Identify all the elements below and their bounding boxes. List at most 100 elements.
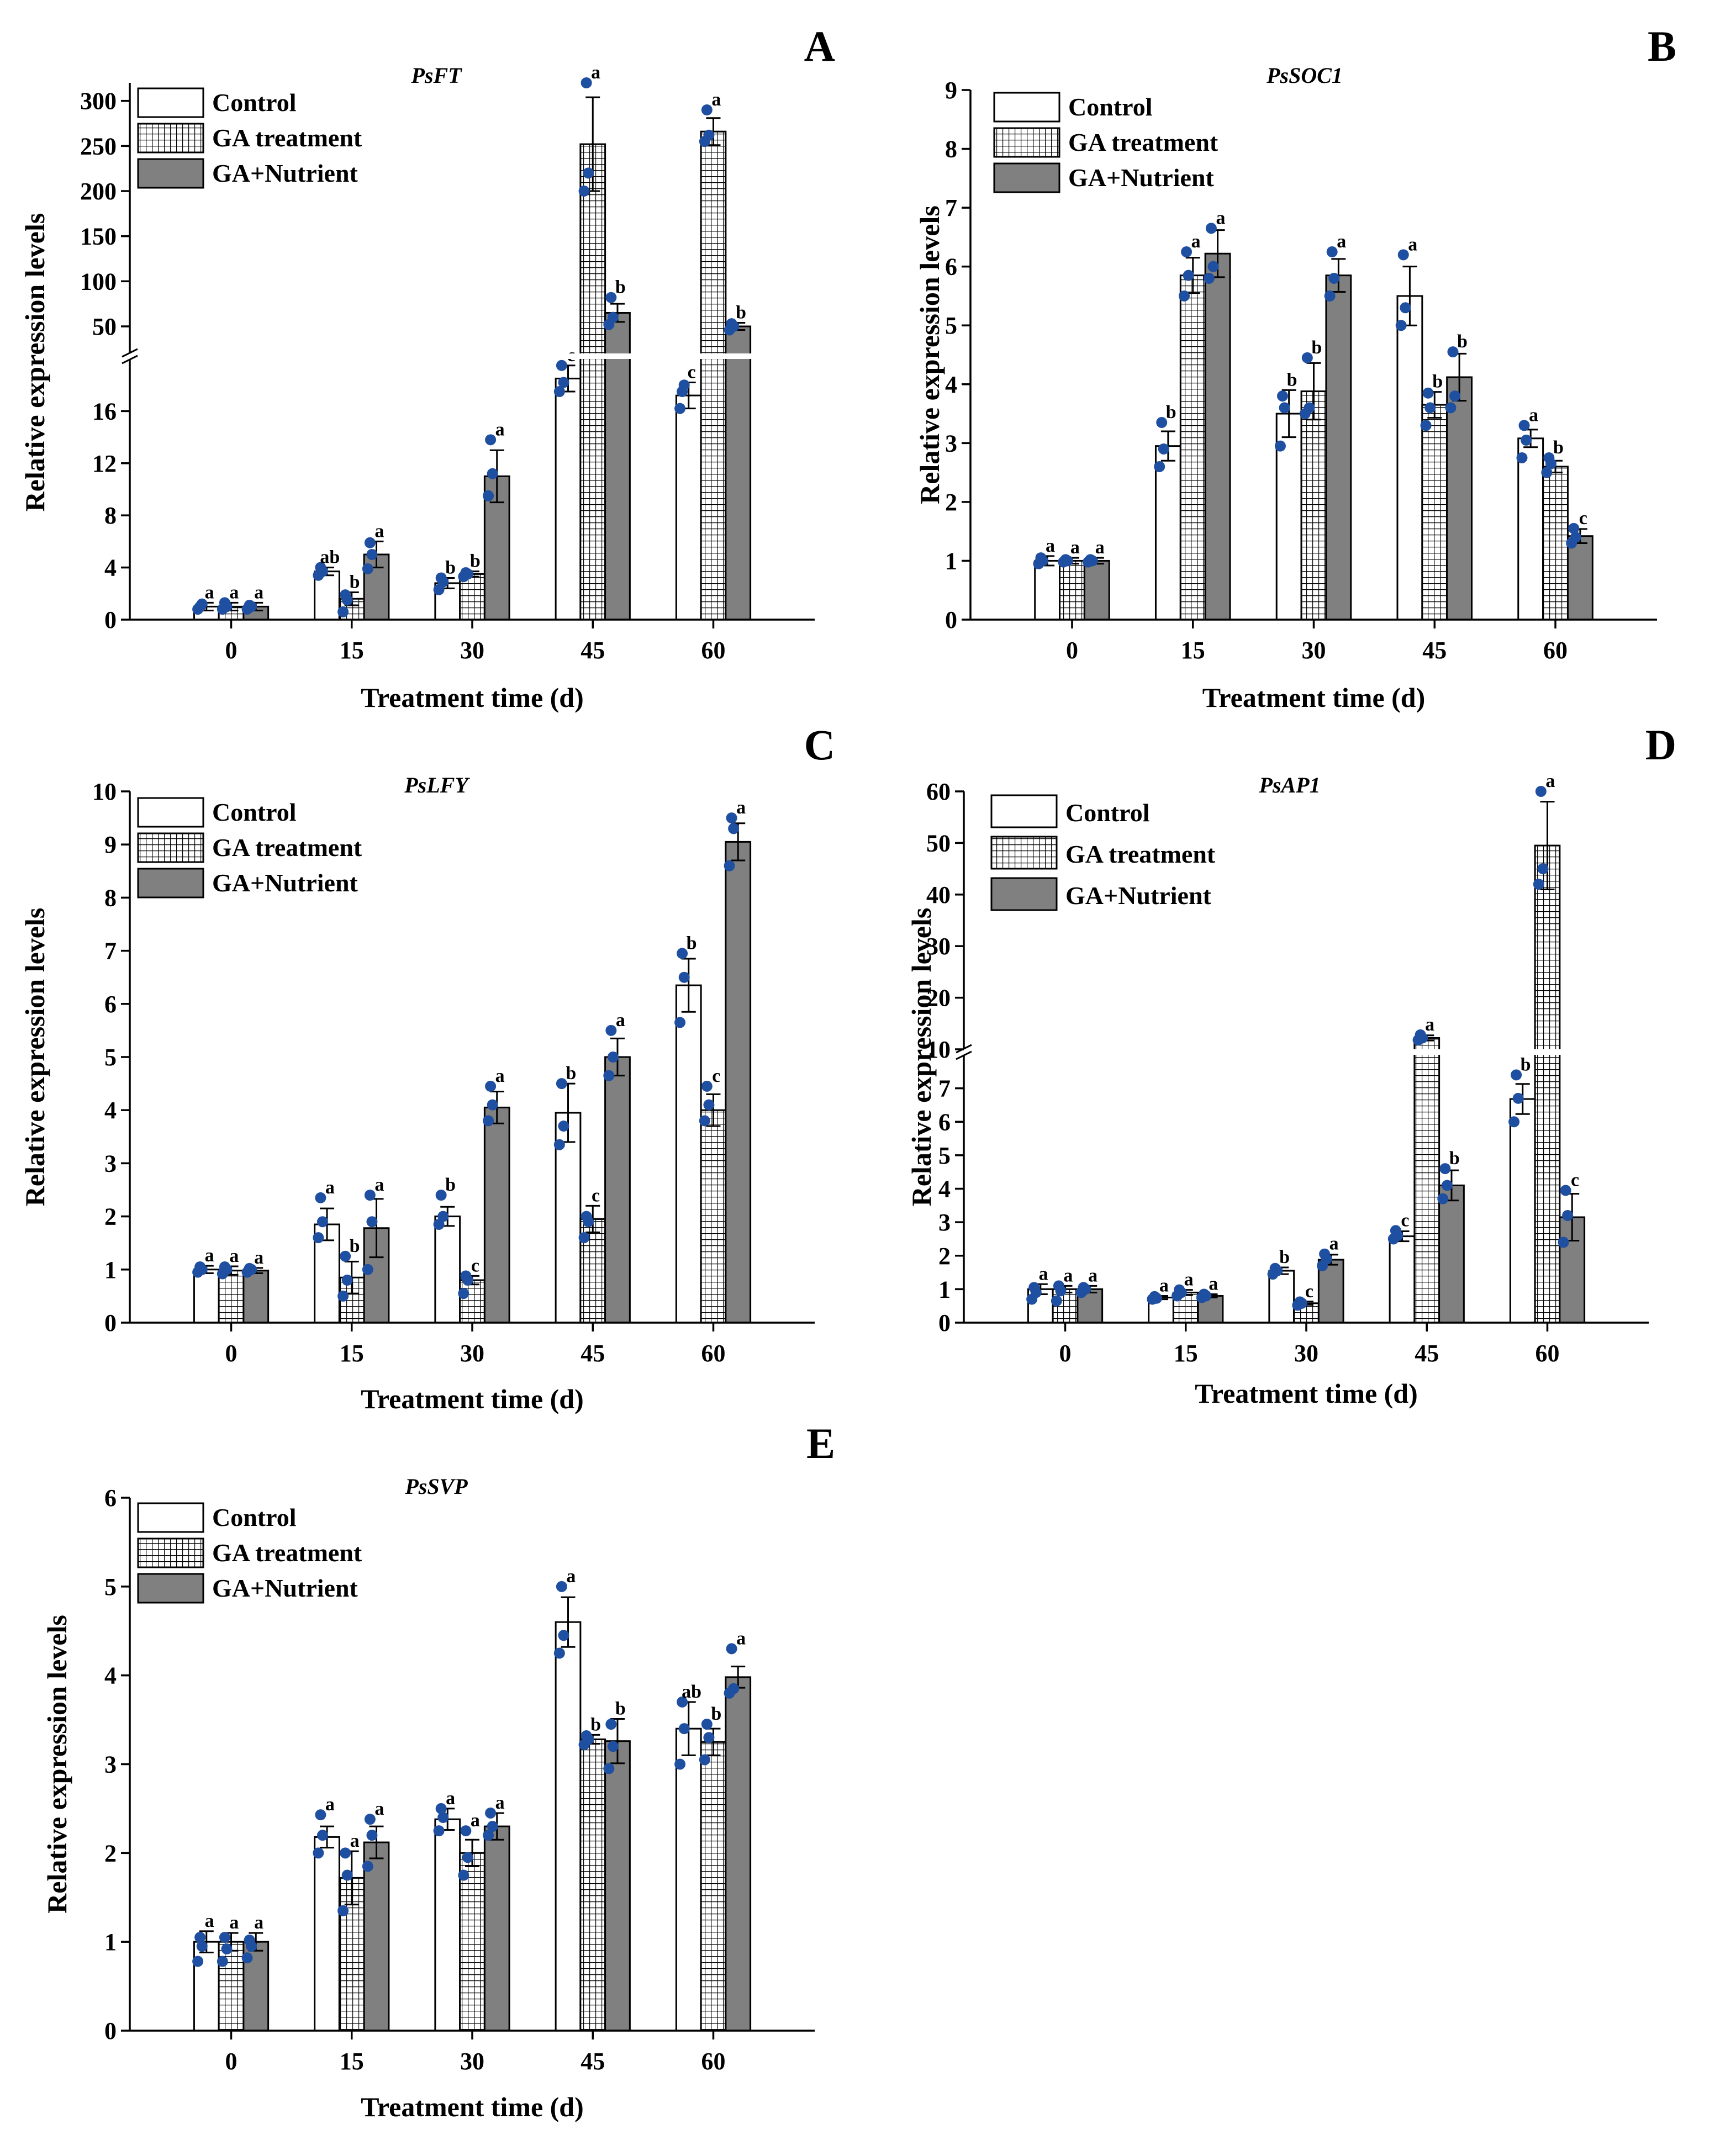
panel-c-legend-label: GA+Nutrient: [212, 869, 358, 897]
panel-a-x-tick-label: 45: [581, 637, 605, 664]
panel-e-significance-letter: a: [325, 1794, 335, 1815]
panel-c-x-tick-label: 60: [701, 1340, 725, 1367]
panel-e-bar-ga-nutrient-30: [483, 1825, 510, 2032]
panel-b-data-point: [1179, 290, 1190, 302]
panel-e-x-axis-title: Treatment time (d): [361, 2091, 584, 2122]
panel-e-data-point: [678, 1723, 690, 1735]
panel-d-x-tick-label: 15: [1174, 1340, 1198, 1367]
panel-a-letter: A: [804, 22, 835, 70]
panel-c-bar-ga-nutrient-60: [725, 841, 752, 1324]
panel-d-significance-letter: c: [1305, 1281, 1313, 1302]
panel-d-significance-letter: a: [1088, 1265, 1097, 1286]
panel-a-data-point: [194, 601, 206, 612]
panel-a-significance-letter: a: [495, 419, 505, 440]
panel-b-data-point: [1328, 272, 1340, 284]
panel-c-significance-letter: a: [495, 1066, 505, 1086]
panel-d-y-tick-label: 50: [926, 829, 951, 857]
panel-c-y-tick-label: 3: [104, 1150, 117, 1177]
panel-c-x-tick-label: 30: [460, 1340, 484, 1367]
panel-c-bar-ga-treatment-30: [459, 1279, 486, 1324]
panel-b-data-point: [1207, 261, 1219, 272]
panel-d-data-point: [1174, 1284, 1185, 1296]
panel-b-bar-control-60: [1517, 437, 1544, 621]
panel-d-legend-swatch: [990, 877, 1058, 911]
panel-b-data-point: [1541, 467, 1553, 478]
panel-a-data-point: [362, 563, 373, 574]
panel-c-data-point: [460, 1270, 472, 1282]
panel-b-significance-letter: a: [1191, 231, 1201, 252]
panel-c-data-point: [194, 1261, 206, 1272]
panel-b-data-point: [1445, 402, 1457, 414]
panel-a-data-point: [366, 549, 378, 560]
panel-b-legend-swatch: [993, 162, 1060, 193]
panel-e-gene-title: PsSVP: [404, 1474, 468, 1499]
panel-e-x-tick-label: 45: [581, 2048, 605, 2075]
panel-e-data-point: [219, 1932, 230, 1943]
panel-c-y-tick-label: 9: [104, 831, 117, 858]
panel-b-data-point: [1570, 531, 1581, 543]
panel-a-bar-ga-treatment-45: [579, 143, 606, 621]
panel-e-y-tick-label: 0: [104, 2017, 117, 2044]
panel-d-data-point: [1051, 1295, 1062, 1307]
panel-e-data-point: [483, 1830, 494, 1841]
panel-c-data-point: [458, 1288, 469, 1299]
panel-c-data-point: [728, 823, 740, 834]
panel-d-data-point: [1562, 1210, 1574, 1221]
panel-c-y-tick-label: 0: [104, 1309, 117, 1336]
panel-d-bar-ga-treatment-60: [1534, 844, 1561, 1324]
panel-a-data-point: [558, 377, 569, 388]
panel-d-significance-letter: c: [1571, 1170, 1579, 1191]
panel-e-data-point: [316, 1830, 328, 1841]
panel-b-significance-letter: a: [1070, 537, 1080, 558]
panel-a-legend-swatch: [137, 123, 204, 154]
panel-b-y-tick-label: 2: [945, 489, 957, 516]
panel-e-legend-label: GA treatment: [212, 1539, 362, 1567]
panel-d-significance-letter: b: [1521, 1054, 1531, 1075]
panel-e-data-point: [437, 1812, 449, 1823]
panel-a-y-tick-label: 0: [104, 606, 117, 633]
panel-a-y-tick-label: 250: [80, 133, 117, 160]
panel-e-data-point: [194, 1932, 206, 1943]
panel-b-error-bar: [1281, 389, 1296, 438]
panel-b-x-tick-label: 60: [1543, 637, 1568, 664]
panel-c-legend-swatch: [137, 797, 204, 828]
panel-d-y-tick-label: 0: [938, 1309, 951, 1336]
panel-d-y-tick-label: 5: [938, 1142, 951, 1169]
panel-b-data-point: [1324, 290, 1336, 302]
panel-d-data-point: [1028, 1282, 1040, 1293]
panel-b-data-point: [1424, 402, 1436, 414]
panel-e-x-tick-label: 15: [340, 2048, 364, 2075]
panel-a-significance-letter: b: [470, 551, 481, 572]
panel-c-data-point: [701, 1080, 713, 1092]
panel-b-significance-letter: b: [1287, 369, 1297, 390]
panel-a-y-tick-label: 8: [104, 502, 117, 529]
panel-a-bar-control-45: [555, 377, 582, 621]
panel-e-data-point: [703, 1732, 715, 1743]
panel-b-bar-ga-nutrient-45: [1446, 376, 1473, 621]
panel-c-data-point: [678, 971, 690, 983]
panel-c-data-point: [366, 1216, 378, 1228]
panel-b-data-point: [1521, 435, 1532, 446]
panel-b-data-point: [1400, 302, 1411, 314]
panel-e-data-point: [341, 1869, 353, 1881]
panel-e-data-point: [313, 1847, 324, 1859]
panel-a-x-tick-label: 0: [225, 637, 238, 664]
panel-d-data-point: [1415, 1029, 1426, 1040]
panel-d-bar-ga-treatment-45: [1413, 1037, 1440, 1324]
panel-e-legend-label: GA+Nutrient: [212, 1574, 358, 1602]
panel-e-data-point: [244, 1934, 255, 1946]
panel-c-significance-letter: a: [205, 1245, 214, 1266]
panel-c-bar-control-30: [434, 1216, 461, 1324]
panel-d-data-point: [1078, 1282, 1089, 1293]
panel-e-y-tick-label: 5: [104, 1573, 117, 1600]
panel-b-y-tick-label: 1: [945, 547, 957, 574]
panel-e-data-point: [487, 1821, 498, 1832]
panel-e-x-tick-label: 30: [460, 2048, 484, 2075]
panel-b-significance-letter: a: [1337, 231, 1346, 252]
panel-e-y-tick-label: 3: [104, 1751, 117, 1778]
panel-b-data-point: [1276, 390, 1288, 402]
panel-d-x-tick-label: 60: [1535, 1340, 1559, 1367]
panel-b-y-tick-label: 3: [945, 430, 957, 457]
